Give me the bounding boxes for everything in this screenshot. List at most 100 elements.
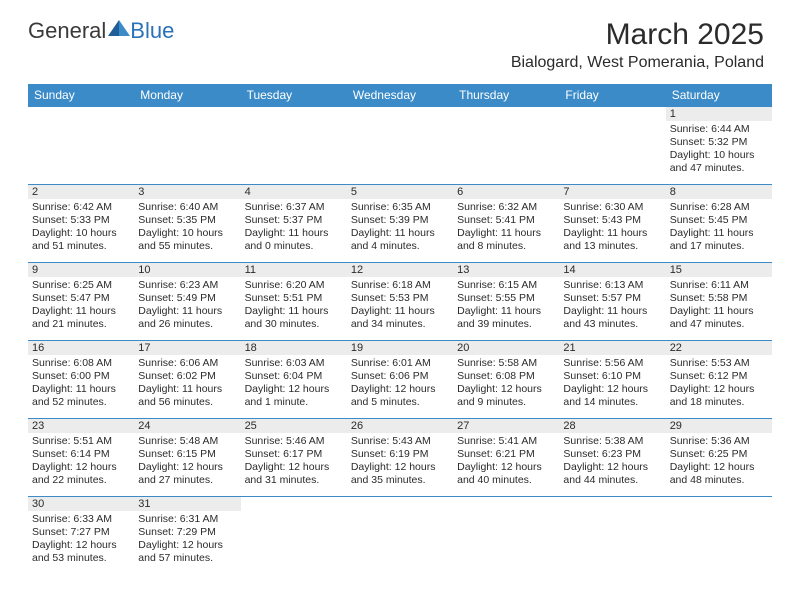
- sunrise-text: Sunrise: 6:32 AM: [457, 201, 555, 214]
- sunrise-text: Sunrise: 5:46 AM: [245, 435, 343, 448]
- calendar-cell: 13Sunrise: 6:15 AMSunset: 5:55 PMDayligh…: [453, 263, 559, 341]
- day-number: 25: [241, 419, 347, 433]
- location-text: Bialogard, West Pomerania, Poland: [511, 54, 764, 72]
- day-details: Sunrise: 6:31 AMSunset: 7:29 PMDaylight:…: [134, 511, 240, 569]
- daylight-text-2: and 57 minutes.: [138, 552, 236, 565]
- daylight-text-2: and 34 minutes.: [351, 318, 449, 331]
- daylight-text-1: Daylight: 11 hours: [670, 227, 768, 240]
- sunset-text: Sunset: 6:04 PM: [245, 370, 343, 383]
- daylight-text-1: Daylight: 12 hours: [245, 383, 343, 396]
- calendar-cell: 30Sunrise: 6:33 AMSunset: 7:27 PMDayligh…: [28, 497, 134, 575]
- sunset-text: Sunset: 5:58 PM: [670, 292, 768, 305]
- day-details: Sunrise: 6:25 AMSunset: 5:47 PMDaylight:…: [28, 277, 134, 335]
- sunset-text: Sunset: 6:17 PM: [245, 448, 343, 461]
- daylight-text-2: and 43 minutes.: [563, 318, 661, 331]
- sunset-text: Sunset: 5:39 PM: [351, 214, 449, 227]
- daylight-text-1: Daylight: 11 hours: [138, 305, 236, 318]
- calendar-cell: 24Sunrise: 5:48 AMSunset: 6:15 PMDayligh…: [134, 419, 240, 497]
- sunset-text: Sunset: 7:29 PM: [138, 526, 236, 539]
- day-details: Sunrise: 5:58 AMSunset: 6:08 PMDaylight:…: [453, 355, 559, 413]
- sunset-text: Sunset: 5:32 PM: [670, 136, 768, 149]
- day-number: 30: [28, 497, 134, 511]
- day-header: Tuesday: [241, 84, 347, 107]
- calendar-cell: 2Sunrise: 6:42 AMSunset: 5:33 PMDaylight…: [28, 185, 134, 263]
- daylight-text-1: Daylight: 12 hours: [563, 383, 661, 396]
- calendar-cell: 25Sunrise: 5:46 AMSunset: 6:17 PMDayligh…: [241, 419, 347, 497]
- daylight-text-1: Daylight: 12 hours: [138, 461, 236, 474]
- sunset-text: Sunset: 6:02 PM: [138, 370, 236, 383]
- sunrise-text: Sunrise: 6:28 AM: [670, 201, 768, 214]
- day-details: Sunrise: 6:03 AMSunset: 6:04 PMDaylight:…: [241, 355, 347, 413]
- daylight-text-1: Daylight: 11 hours: [457, 227, 555, 240]
- day-details: Sunrise: 5:38 AMSunset: 6:23 PMDaylight:…: [559, 433, 665, 491]
- daylight-text-2: and 22 minutes.: [32, 474, 130, 487]
- day-number: 23: [28, 419, 134, 433]
- daylight-text-2: and 27 minutes.: [138, 474, 236, 487]
- daylight-text-2: and 21 minutes.: [32, 318, 130, 331]
- daylight-text-1: Daylight: 11 hours: [670, 305, 768, 318]
- daylight-text-1: Daylight: 12 hours: [670, 461, 768, 474]
- calendar-cell: 19Sunrise: 6:01 AMSunset: 6:06 PMDayligh…: [347, 341, 453, 419]
- calendar-head: SundayMondayTuesdayWednesdayThursdayFrid…: [28, 84, 772, 107]
- logo-text-2: Blue: [130, 18, 174, 44]
- sunset-text: Sunset: 6:25 PM: [670, 448, 768, 461]
- daylight-text-1: Daylight: 11 hours: [563, 227, 661, 240]
- sunset-text: Sunset: 6:14 PM: [32, 448, 130, 461]
- sunrise-text: Sunrise: 6:30 AM: [563, 201, 661, 214]
- day-number: 29: [666, 419, 772, 433]
- day-number: 27: [453, 419, 559, 433]
- logo-text-1: General: [28, 18, 106, 44]
- sunset-text: Sunset: 6:19 PM: [351, 448, 449, 461]
- sunrise-text: Sunrise: 6:37 AM: [245, 201, 343, 214]
- sunrise-text: Sunrise: 6:33 AM: [32, 513, 130, 526]
- day-details: Sunrise: 6:37 AMSunset: 5:37 PMDaylight:…: [241, 199, 347, 257]
- day-number: 16: [28, 341, 134, 355]
- daylight-text-2: and 0 minutes.: [245, 240, 343, 253]
- sunrise-text: Sunrise: 6:31 AM: [138, 513, 236, 526]
- day-number: 5: [347, 185, 453, 199]
- daylight-text-1: Daylight: 12 hours: [351, 383, 449, 396]
- daylight-text-2: and 52 minutes.: [32, 396, 130, 409]
- calendar-row: 2Sunrise: 6:42 AMSunset: 5:33 PMDaylight…: [28, 185, 772, 263]
- day-details: Sunrise: 6:15 AMSunset: 5:55 PMDaylight:…: [453, 277, 559, 335]
- daylight-text-1: Daylight: 11 hours: [32, 305, 130, 318]
- daylight-text-2: and 14 minutes.: [563, 396, 661, 409]
- sunset-text: Sunset: 5:47 PM: [32, 292, 130, 305]
- sunset-text: Sunset: 5:45 PM: [670, 214, 768, 227]
- calendar-cell: 18Sunrise: 6:03 AMSunset: 6:04 PMDayligh…: [241, 341, 347, 419]
- sunset-text: Sunset: 6:23 PM: [563, 448, 661, 461]
- calendar-table: SundayMondayTuesdayWednesdayThursdayFrid…: [28, 84, 772, 575]
- sunrise-text: Sunrise: 5:36 AM: [670, 435, 768, 448]
- calendar-cell: [559, 107, 665, 185]
- daylight-text-1: Daylight: 12 hours: [457, 383, 555, 396]
- daylight-text-2: and 26 minutes.: [138, 318, 236, 331]
- calendar-cell: 6Sunrise: 6:32 AMSunset: 5:41 PMDaylight…: [453, 185, 559, 263]
- day-header: Sunday: [28, 84, 134, 107]
- day-details: Sunrise: 5:41 AMSunset: 6:21 PMDaylight:…: [453, 433, 559, 491]
- daylight-text-2: and 44 minutes.: [563, 474, 661, 487]
- sunrise-text: Sunrise: 6:13 AM: [563, 279, 661, 292]
- day-details: Sunrise: 6:06 AMSunset: 6:02 PMDaylight:…: [134, 355, 240, 413]
- calendar-cell: 28Sunrise: 5:38 AMSunset: 6:23 PMDayligh…: [559, 419, 665, 497]
- day-number: 20: [453, 341, 559, 355]
- sunset-text: Sunset: 6:06 PM: [351, 370, 449, 383]
- sunrise-text: Sunrise: 6:08 AM: [32, 357, 130, 370]
- header: General Blue March 2025 Bialogard, West …: [0, 0, 792, 78]
- calendar-row: 1Sunrise: 6:44 AMSunset: 5:32 PMDaylight…: [28, 107, 772, 185]
- daylight-text-2: and 8 minutes.: [457, 240, 555, 253]
- calendar-row: 30Sunrise: 6:33 AMSunset: 7:27 PMDayligh…: [28, 497, 772, 575]
- daylight-text-2: and 1 minute.: [245, 396, 343, 409]
- sunrise-text: Sunrise: 5:58 AM: [457, 357, 555, 370]
- sunrise-text: Sunrise: 6:18 AM: [351, 279, 449, 292]
- calendar-cell: [134, 107, 240, 185]
- calendar-cell: [559, 497, 665, 575]
- sunset-text: Sunset: 5:43 PM: [563, 214, 661, 227]
- sunset-text: Sunset: 5:57 PM: [563, 292, 661, 305]
- calendar-body: 1Sunrise: 6:44 AMSunset: 5:32 PMDaylight…: [28, 107, 772, 575]
- calendar-cell: 3Sunrise: 6:40 AMSunset: 5:35 PMDaylight…: [134, 185, 240, 263]
- day-details: Sunrise: 6:42 AMSunset: 5:33 PMDaylight:…: [28, 199, 134, 257]
- day-number: 28: [559, 419, 665, 433]
- day-details: Sunrise: 6:30 AMSunset: 5:43 PMDaylight:…: [559, 199, 665, 257]
- calendar-cell: [347, 497, 453, 575]
- sunrise-text: Sunrise: 6:03 AM: [245, 357, 343, 370]
